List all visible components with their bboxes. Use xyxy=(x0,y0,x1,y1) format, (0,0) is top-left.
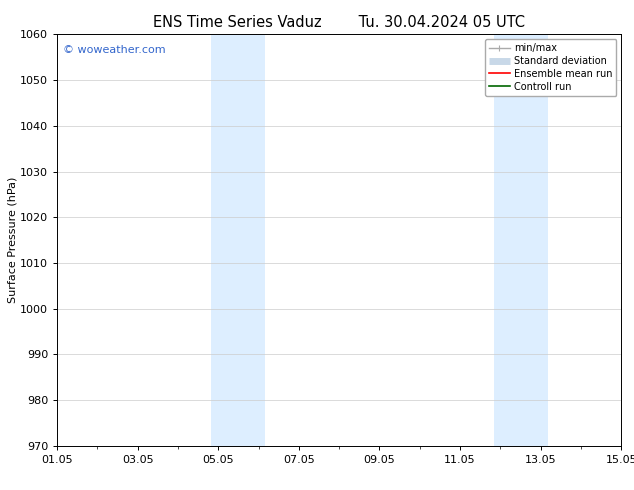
Bar xyxy=(211,34,266,446)
Text: © woweather.com: © woweather.com xyxy=(63,45,165,54)
Legend: min/max, Standard deviation, Ensemble mean run, Controll run: min/max, Standard deviation, Ensemble me… xyxy=(485,39,616,96)
Bar xyxy=(493,34,548,446)
Title: ENS Time Series Vaduz        Tu. 30.04.2024 05 UTC: ENS Time Series Vaduz Tu. 30.04.2024 05 … xyxy=(153,15,525,30)
Y-axis label: Surface Pressure (hPa): Surface Pressure (hPa) xyxy=(7,177,17,303)
